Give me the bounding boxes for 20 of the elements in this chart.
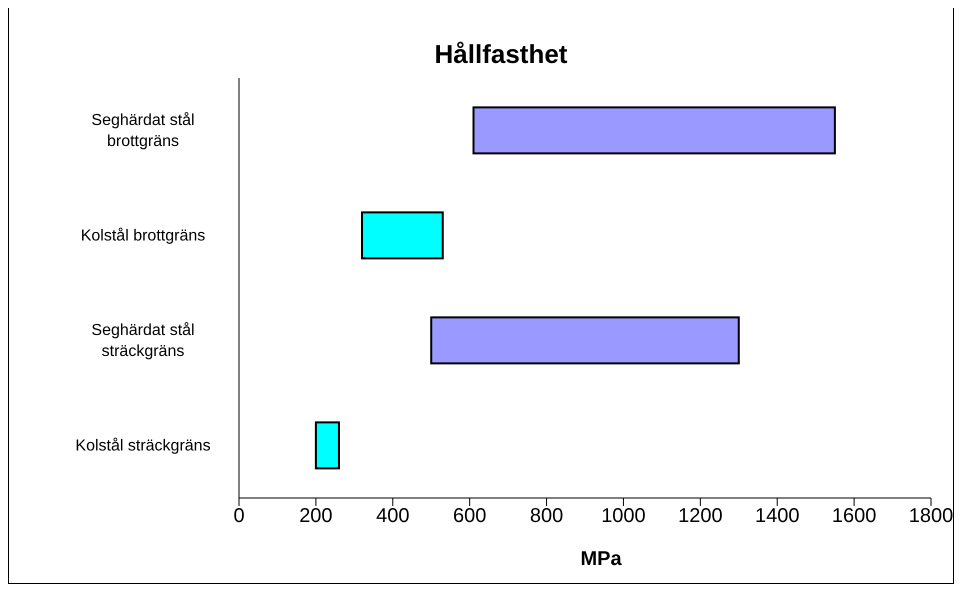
bar <box>430 316 740 364</box>
x-tick-label: 1400 <box>754 505 800 528</box>
x-tick-label: 800 <box>530 505 564 528</box>
bar <box>314 421 340 470</box>
bar <box>472 106 836 154</box>
y-tick-label: Kolstål brottgräns <box>80 227 206 244</box>
x-tick-label: 200 <box>299 505 333 528</box>
y-tick-label: Kolstål sträckgräns <box>75 437 211 454</box>
x-tick-label: 1800 <box>908 505 954 528</box>
y-tick-label: Seghärdat stål sträckgräns <box>91 322 195 360</box>
chart-title: Hållfasthet <box>434 38 568 71</box>
x-tick-label: 400 <box>376 505 410 528</box>
y-tick-label: Seghärdat stål brottgräns <box>91 112 195 150</box>
x-tick-label: 600 <box>452 505 486 528</box>
x-tick-label: 0 <box>233 505 245 528</box>
x-tick-label: 1200 <box>678 505 723 528</box>
x-tick-label: 1000 <box>601 505 646 528</box>
x-axis-title: MPa <box>579 548 623 571</box>
x-tick-label: 1600 <box>832 505 876 528</box>
bar <box>361 211 444 260</box>
